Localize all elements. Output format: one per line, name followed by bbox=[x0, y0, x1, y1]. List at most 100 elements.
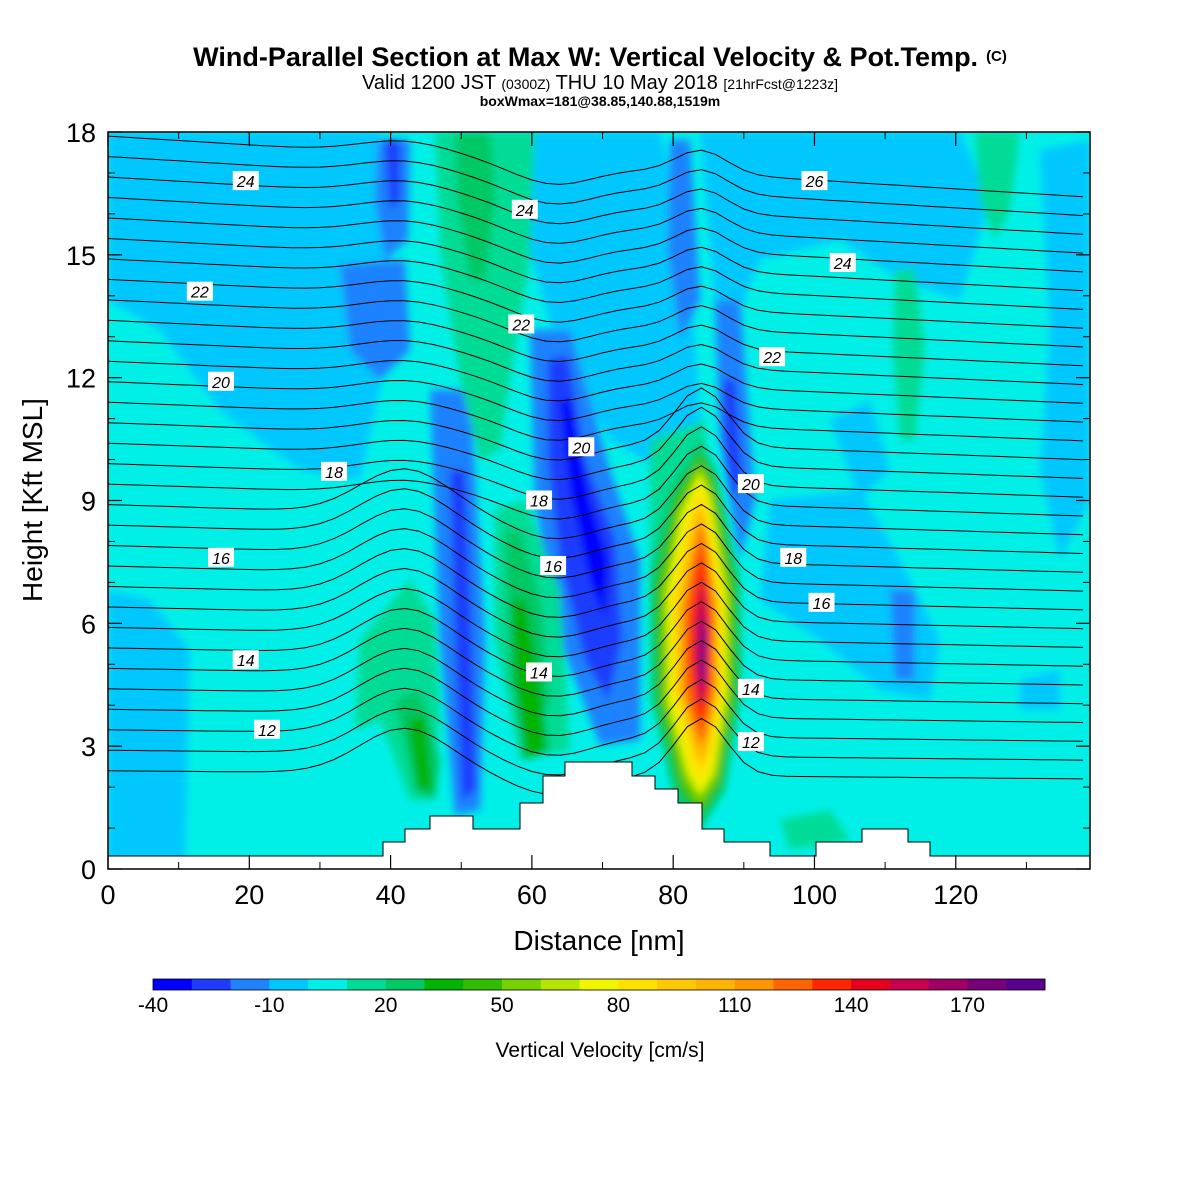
y-tick-label: 6 bbox=[81, 609, 96, 639]
colorbar-swatch bbox=[1006, 979, 1046, 990]
forecast-info: [21hrFcst@1223z] bbox=[723, 76, 839, 92]
theta-label-bg bbox=[829, 253, 856, 273]
theta-label-text: 22 bbox=[511, 317, 530, 334]
velocity-region bbox=[723, 380, 742, 500]
theta-contour-line bbox=[108, 601, 1083, 677]
colorbar-tick-label: -40 bbox=[138, 994, 168, 1017]
colorbar-swatch bbox=[618, 979, 658, 990]
theta-label: 16 bbox=[808, 592, 835, 613]
theta-contour-line bbox=[108, 379, 1083, 423]
theta-label-bg bbox=[568, 437, 595, 457]
velocity-region bbox=[975, 132, 1020, 240]
theta-label-bg bbox=[253, 719, 280, 739]
colorbar-tick-label: 50 bbox=[490, 994, 513, 1017]
colorbar-tick-label: 80 bbox=[607, 994, 630, 1017]
theta-contour-line bbox=[108, 340, 1083, 386]
theta-label-bg bbox=[232, 171, 259, 191]
theta-contour-labels: 24 24 26 24 22 22 22 20 20 20 18 18 18 16 16 16 14 14 14 12… bbox=[186, 171, 856, 752]
theta-label-bg bbox=[525, 490, 552, 510]
box-wmax-line: boxWmax=181@38.85,140.88,1519m bbox=[479, 93, 721, 109]
theta-label-bg bbox=[801, 171, 828, 191]
theta-contour-line bbox=[108, 197, 1083, 254]
theta-label-bg bbox=[511, 199, 538, 219]
colorbar-swatch bbox=[424, 979, 464, 990]
theta-label-text: 18 bbox=[325, 465, 343, 482]
theta-contour-line bbox=[108, 156, 1083, 217]
velocity-region bbox=[108, 590, 190, 860]
colorbar-swatch bbox=[812, 979, 852, 990]
y-tick-label: 15 bbox=[66, 241, 96, 271]
colorbar-swatch bbox=[346, 979, 387, 990]
y-axis: 0 3 6 9 12 15 18 bbox=[66, 118, 1090, 885]
theta-label: 24 bbox=[232, 171, 259, 191]
colorbar-swatch bbox=[773, 979, 813, 990]
theta-contour-line bbox=[108, 176, 1083, 235]
colorbar-swatch bbox=[967, 979, 1007, 990]
velocity-region bbox=[1040, 140, 1090, 560]
theta-label-bg bbox=[780, 547, 807, 567]
theta-label-bg bbox=[759, 347, 786, 367]
colorbar-swatch bbox=[889, 979, 930, 990]
colorbar-tick-label: 140 bbox=[834, 994, 869, 1017]
theta-label-text: 22 bbox=[190, 285, 209, 302]
theta-contour-line bbox=[108, 445, 1083, 520]
colorbar-swatch bbox=[385, 979, 425, 990]
theta-label: 14 bbox=[525, 662, 552, 682]
theta-label: 20 bbox=[568, 437, 595, 457]
colorbar-swatch bbox=[734, 979, 775, 990]
theta-label: 18 bbox=[525, 490, 552, 511]
velocity-region bbox=[435, 132, 535, 460]
theta-label-text: 14 bbox=[742, 682, 760, 699]
theta-label: 14 bbox=[232, 650, 259, 670]
y-tick-label: 0 bbox=[81, 855, 96, 885]
colorbar-swatch bbox=[851, 979, 891, 990]
theta-label-text: 24 bbox=[515, 203, 534, 220]
terrain bbox=[107, 761, 1091, 870]
theta-label-bg bbox=[808, 592, 835, 612]
theta-label-bg bbox=[508, 314, 535, 334]
velocity-region bbox=[780, 810, 850, 850]
x-tick-label: 40 bbox=[376, 880, 406, 910]
theta-contour-line bbox=[108, 319, 1083, 367]
colorbar-tick-label: 170 bbox=[950, 994, 985, 1017]
theta-label: 12 bbox=[737, 732, 764, 752]
colorbar-swatch bbox=[191, 979, 232, 990]
y-axis-label: Height [Kft MSL] bbox=[17, 398, 48, 602]
theta-contour-line bbox=[108, 659, 1083, 737]
velocity-region bbox=[455, 132, 495, 280]
theta-contour-line bbox=[108, 406, 1083, 481]
theta-label-bg bbox=[737, 678, 764, 698]
chart-title: Wind-Parallel Section at Max W: Vertical… bbox=[0, 42, 1200, 73]
colorbar: -40 -10 20 50 80 110 140 170 bbox=[138, 978, 1046, 1017]
velocity-region bbox=[700, 132, 990, 360]
theta-label: 16 bbox=[208, 547, 235, 568]
colorbar-swatch bbox=[928, 979, 968, 990]
theta-label-bg bbox=[186, 281, 213, 301]
colorbar-swatch bbox=[308, 979, 348, 990]
colorbar-swatch bbox=[657, 979, 697, 990]
theta-label-text: 24 bbox=[833, 256, 852, 273]
theta-contour-line bbox=[108, 238, 1083, 292]
theta-contour-line bbox=[108, 217, 1083, 273]
colorbar-swatch bbox=[153, 979, 193, 990]
x-tick-label: 120 bbox=[933, 880, 978, 910]
copyright-mark: (C) bbox=[986, 48, 1007, 65]
theta-contour-line bbox=[108, 562, 1083, 638]
theta-label-bg bbox=[321, 461, 348, 481]
theta-label-text: 24 bbox=[236, 174, 255, 191]
colorbar-frame bbox=[152, 978, 1046, 991]
velocity-region bbox=[890, 590, 915, 680]
theta-label-text: 12 bbox=[258, 723, 276, 740]
velocity-region bbox=[515, 132, 700, 470]
velocity-region bbox=[385, 140, 400, 210]
x-tick-label: 20 bbox=[234, 880, 264, 910]
theta-contour-line bbox=[108, 360, 1083, 404]
velocity-region bbox=[340, 260, 410, 380]
title-text: Wind-Parallel Section at Max W: Vertical… bbox=[193, 42, 979, 72]
theta-contour-line bbox=[108, 258, 1083, 310]
theta-label: 26 bbox=[801, 171, 828, 191]
y-tick-label: 12 bbox=[66, 364, 96, 394]
y-tick-label: 9 bbox=[81, 487, 96, 517]
theta-contour-line bbox=[108, 278, 1083, 329]
